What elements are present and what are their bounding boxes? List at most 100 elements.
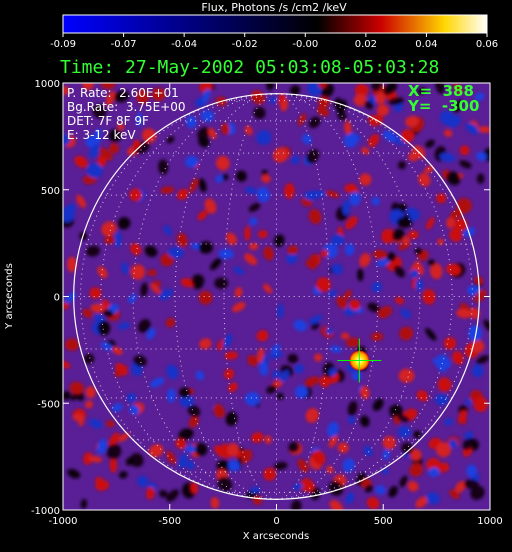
image-blob (235, 170, 247, 182)
image-blob (366, 497, 380, 510)
image-blob (347, 400, 358, 416)
image-blob (185, 115, 197, 129)
image-blob (439, 152, 456, 163)
image-blob (217, 476, 233, 492)
image-blob (74, 155, 88, 168)
image-blob (381, 468, 389, 475)
image-blob (129, 453, 144, 468)
image-blob (101, 221, 117, 237)
image-blob (226, 232, 237, 246)
image-blob (453, 218, 468, 232)
image-blob (473, 396, 488, 413)
grid-longitude (223, 93, 277, 500)
image-blob (449, 208, 464, 220)
image-blob (407, 481, 419, 492)
image-blob (288, 441, 300, 453)
image-blob (129, 404, 140, 415)
image-blob (180, 278, 195, 288)
image-blob (392, 228, 405, 242)
image-blob (415, 496, 428, 508)
y-tick-label: 1000 (35, 79, 60, 90)
image-blob (443, 129, 453, 137)
image-blob (97, 320, 111, 336)
image-blob (227, 443, 239, 457)
image-blob (166, 451, 177, 465)
image-blob (176, 188, 189, 200)
image-blob (345, 492, 355, 505)
image-blob (117, 123, 125, 131)
image-blob (133, 355, 147, 367)
grid-longitude (174, 93, 277, 500)
image-blob (63, 391, 72, 400)
image-blob (375, 485, 386, 495)
image-blob (158, 288, 173, 301)
image-blob (251, 432, 264, 444)
colorbar-tick-label: -0.09 (50, 39, 76, 50)
image-blob (376, 104, 389, 117)
image-blob (66, 203, 76, 213)
image-blob (166, 364, 179, 380)
colorbar-tick-label: -0.04 (171, 39, 197, 50)
image-blob (105, 91, 116, 106)
image-blob (117, 216, 131, 230)
image-blob (471, 339, 485, 353)
image-blob (273, 461, 288, 470)
image-blob (198, 290, 213, 305)
cursor-y-text: Y= -300 (407, 97, 479, 115)
image-blob (83, 353, 95, 364)
image-blob (261, 169, 268, 176)
image-blob (175, 438, 187, 449)
image-blob (382, 449, 390, 460)
image-blob (92, 128, 102, 141)
image-blob (308, 209, 322, 225)
image-blob (92, 104, 107, 119)
image-blob (396, 216, 413, 229)
p-rate-text: P. Rate: 2.60E+01 (67, 86, 179, 100)
image-blob (63, 133, 71, 146)
image-blob (136, 112, 143, 127)
image-blob (240, 449, 253, 463)
image-blob (458, 410, 467, 423)
image-blob (67, 469, 81, 479)
image-blob (204, 198, 217, 214)
image-blob (428, 467, 440, 478)
image-blob (410, 269, 419, 279)
image-blob (409, 463, 423, 477)
colorbar-label: Flux, Photons /s /cm2 /keV (201, 1, 347, 14)
image-blob (316, 106, 330, 117)
image-blob (345, 216, 358, 230)
image-blob (97, 438, 107, 455)
image-blob (137, 319, 151, 333)
image-blob (197, 210, 208, 221)
image-blob (353, 93, 367, 107)
image-blob (99, 147, 113, 161)
image-blob (253, 106, 266, 120)
image-blob (349, 299, 361, 311)
image-blob (371, 196, 380, 206)
image-blob (136, 89, 149, 104)
image-blob (436, 442, 451, 458)
image-blob (425, 327, 437, 341)
image-blob (314, 353, 323, 362)
image-blob (146, 487, 155, 500)
image-blob (340, 332, 350, 340)
colorbar-tick-label: -0.02 (232, 39, 258, 50)
image-blob (386, 252, 396, 262)
det-text: DET: 7F 8F 9F (67, 114, 149, 128)
colorbar-tick-label: -0.07 (111, 39, 137, 50)
image-blob (247, 354, 258, 367)
image-blob (397, 160, 407, 170)
image-blobs (63, 83, 490, 510)
image-blob (202, 88, 211, 104)
bg-rate-text: Bg.Rate: 3.75E+00 (67, 100, 185, 114)
image-blob (342, 458, 355, 473)
image-blob (208, 128, 217, 139)
image-blob (364, 484, 374, 493)
image-blob (158, 489, 168, 498)
image-blob (331, 263, 343, 275)
image-blob (452, 351, 464, 365)
image-blob (439, 462, 450, 473)
image-blob (297, 459, 309, 473)
info-panel: P. Rate: 2.60E+01 Bg.Rate: 3.75E+00 DET:… (67, 86, 185, 142)
